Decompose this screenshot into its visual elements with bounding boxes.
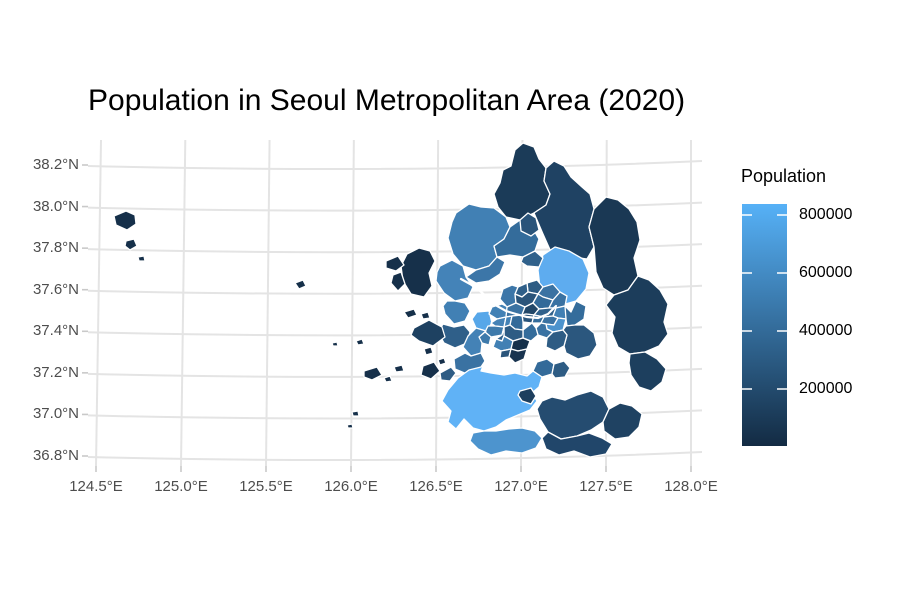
region-yeoju — [628, 351, 667, 392]
y-axis-tick-label: 37.8°N — [32, 239, 79, 257]
region-goyang — [465, 256, 506, 284]
legend-tick-marks — [742, 214, 787, 390]
x-axis-tick-label: 125.0°E — [154, 478, 208, 495]
y-axis-tick-label: 38.2°N — [32, 156, 79, 173]
region-gimpo — [435, 259, 474, 302]
choropleth-map — [113, 142, 669, 458]
region-pung-island — [351, 410, 360, 417]
legend-tick-label: 200000 — [799, 380, 853, 397]
region-daecheong-island — [124, 238, 138, 251]
region-small-island-1 — [346, 423, 354, 429]
region-baengnyeong-island — [113, 210, 137, 231]
y-axis-tick-label: 37.0°N — [32, 405, 79, 423]
meridian-line — [435, 139, 440, 467]
region-hanam — [564, 300, 587, 327]
parallel-line — [87, 326, 703, 337]
x-axis-tick-label: 125.5°E — [239, 478, 293, 495]
legend-gradient-bar — [742, 204, 787, 446]
region-deokjeok-island — [363, 366, 383, 381]
x-axis-tick-label: 126.0°E — [324, 478, 378, 495]
parallel-line — [87, 160, 703, 171]
meridian-line — [180, 139, 187, 467]
y-axis-tick-label: 37.4°N — [32, 322, 79, 340]
region-anseong — [541, 431, 613, 458]
region-ganghwa — [400, 247, 436, 298]
region-soya-island — [383, 375, 393, 383]
region-yeongjong — [410, 319, 446, 347]
han-river — [459, 277, 558, 320]
region-icheon — [602, 402, 643, 440]
y-axis-tick-label: 36.8°N — [32, 447, 79, 464]
region-siheung — [462, 327, 487, 357]
x-axis-tick-label: 128.0°E — [664, 478, 718, 495]
region-seongnam — [545, 329, 568, 352]
parallel-line — [87, 451, 703, 462]
region-yeongheung-island — [420, 361, 441, 380]
region-incheon-seo — [442, 300, 471, 325]
region-muui-island — [423, 346, 434, 356]
x-axis-tick-label: 127.5°E — [579, 478, 633, 495]
x-axis-tick-label: 127.0°E — [494, 478, 548, 495]
legend-tick-label: 600000 — [799, 264, 853, 281]
legend-title: Population — [741, 166, 827, 186]
region-seonjae-island — [437, 357, 447, 366]
region-sido-island — [420, 311, 431, 320]
region-pyeongtaek — [469, 427, 543, 456]
region-gyodong — [385, 255, 405, 272]
region-socheong-island — [137, 255, 146, 262]
region-gwangju-si — [562, 324, 598, 360]
x-axis-tick-label: 126.5°E — [409, 478, 463, 495]
region-seokmo — [390, 271, 406, 292]
region-daebudo — [439, 366, 457, 382]
chart-title: Population in Seoul Metropolitan Area (2… — [88, 84, 686, 117]
region-suwon-east — [551, 360, 571, 379]
region-gapyeong — [588, 196, 641, 296]
region-osan — [517, 387, 537, 405]
meridian-line — [350, 139, 355, 467]
y-axis-tick-label: 38.0°N — [32, 197, 79, 215]
region-uiwang — [508, 348, 528, 364]
region-yangpyeong — [605, 275, 669, 355]
region-jawol-island — [393, 364, 405, 373]
meridian-line — [265, 139, 271, 467]
region-dongducheon — [519, 212, 540, 237]
axis-tick-marks — [82, 164, 692, 472]
x-axis-tick-label: 124.5°E — [69, 478, 123, 495]
region-yeonpyeong-island — [294, 279, 307, 290]
region-small-island-3 — [355, 338, 365, 346]
meridian-line — [95, 139, 102, 467]
y-axis-tick-label: 37.6°N — [32, 280, 79, 298]
region-jangbong-island — [403, 308, 418, 319]
region-uijeongbu — [520, 250, 544, 268]
legend-colorbar — [742, 204, 787, 446]
region-small-island-2 — [331, 341, 339, 347]
y-axis-tick-label: 37.2°N — [32, 363, 79, 381]
legend-tick-label: 400000 — [799, 322, 853, 339]
legend-tick-label: 800000 — [799, 206, 853, 223]
parallel-line — [87, 367, 703, 378]
